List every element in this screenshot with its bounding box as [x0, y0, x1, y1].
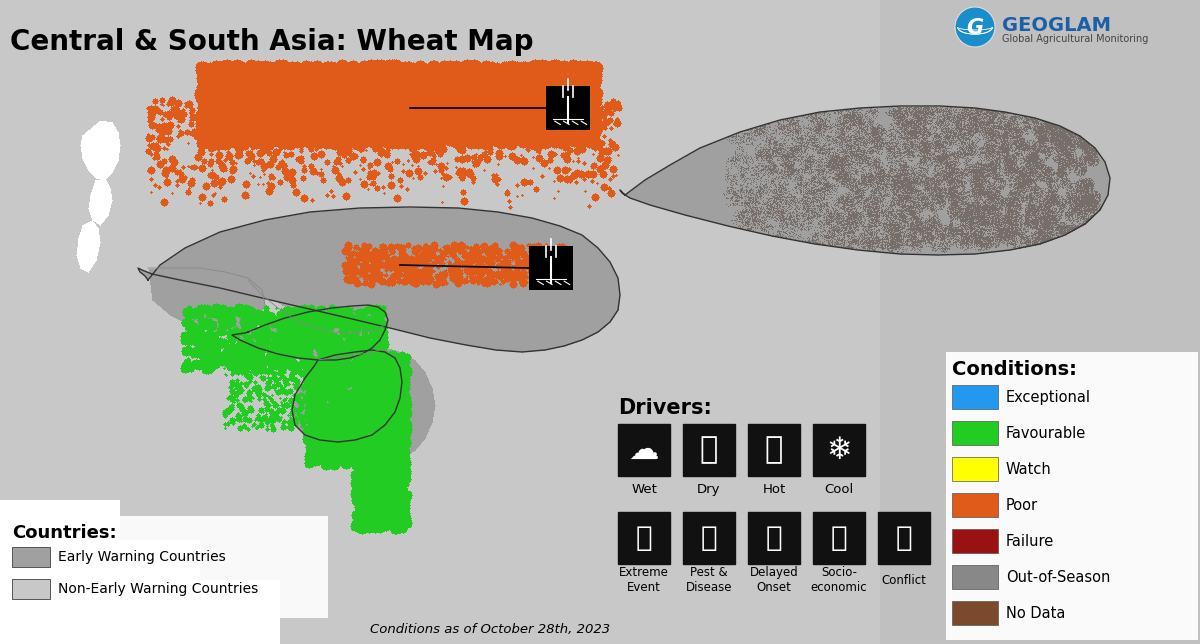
Bar	[546, 86, 590, 130]
Text: G: G	[966, 18, 984, 38]
Bar	[952, 601, 998, 625]
Bar	[683, 424, 734, 476]
Bar	[955, 4, 1195, 54]
Text: Conflict: Conflict	[882, 574, 926, 587]
Text: ☁: ☁	[629, 435, 659, 464]
Text: Conditions as of October 28th, 2023: Conditions as of October 28th, 2023	[370, 623, 610, 636]
Text: Cool: Cool	[824, 482, 853, 495]
Text: Non-Early Warning Countries: Non-Early Warning Countries	[58, 582, 258, 596]
Text: Hot: Hot	[762, 482, 786, 495]
Bar	[952, 457, 998, 481]
Text: Global Agricultural Monitoring: Global Agricultural Monitoring	[1002, 34, 1148, 44]
Text: Favourable: Favourable	[1006, 426, 1086, 440]
Text: ⏱: ⏱	[766, 524, 782, 552]
Text: Wet: Wet	[631, 482, 656, 495]
Bar	[683, 512, 734, 564]
Text: Countries:: Countries:	[12, 524, 116, 542]
Text: 🌀: 🌀	[636, 524, 653, 552]
Bar	[878, 512, 930, 564]
Text: Conditions:: Conditions:	[952, 360, 1076, 379]
Bar	[952, 421, 998, 445]
Text: Dry: Dry	[697, 482, 721, 495]
Text: Early Warning Countries: Early Warning Countries	[58, 550, 226, 564]
Text: 🚶: 🚶	[895, 524, 912, 552]
Text: Exceptional: Exceptional	[1006, 390, 1091, 404]
Text: GEOGLAM: GEOGLAM	[1002, 16, 1111, 35]
Text: Socio-
economic: Socio- economic	[811, 566, 868, 594]
Text: 👥: 👥	[830, 524, 847, 552]
Bar	[952, 493, 998, 517]
Text: Central & South Asia: Wheat Map: Central & South Asia: Wheat Map	[10, 28, 534, 56]
Text: Out-of-Season: Out-of-Season	[1006, 569, 1110, 585]
Bar	[618, 424, 670, 476]
Text: Delayed
Onset: Delayed Onset	[750, 566, 798, 594]
Text: Watch: Watch	[1006, 462, 1051, 477]
Bar	[6, 516, 328, 618]
Bar	[946, 352, 1198, 640]
Bar	[814, 512, 865, 564]
Bar	[814, 424, 865, 476]
Text: Extreme
Event: Extreme Event	[619, 566, 668, 594]
Text: Pest &
Disease: Pest & Disease	[685, 566, 732, 594]
Text: Poor: Poor	[1006, 498, 1038, 513]
Bar	[12, 547, 50, 567]
Bar	[952, 529, 998, 553]
Bar	[618, 512, 670, 564]
Bar	[748, 424, 800, 476]
Text: ❄: ❄	[827, 435, 852, 464]
Bar	[529, 246, 574, 290]
Text: 🌊: 🌊	[700, 435, 718, 464]
Circle shape	[955, 7, 995, 47]
Text: Drivers:: Drivers:	[618, 398, 712, 418]
Bar	[12, 579, 50, 599]
Text: Failure: Failure	[1006, 533, 1055, 549]
Bar	[952, 565, 998, 589]
Text: 🌿: 🌿	[701, 524, 718, 552]
Bar	[748, 512, 800, 564]
Text: 🌡: 🌡	[764, 435, 784, 464]
Bar	[952, 385, 998, 409]
Text: No Data: No Data	[1006, 605, 1066, 621]
